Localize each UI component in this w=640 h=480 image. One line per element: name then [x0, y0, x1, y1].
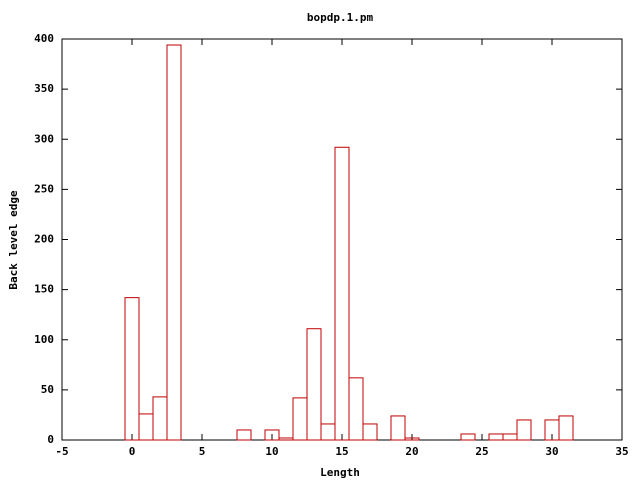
- x-tick-label: -5: [55, 445, 68, 458]
- chart-title: bopdp.1.pm: [307, 11, 374, 24]
- bar: [348, 377, 364, 441]
- bar: [124, 297, 140, 441]
- y-tick-label: 100: [34, 333, 54, 346]
- y-tick-label: 400: [34, 32, 54, 45]
- bar: [264, 429, 280, 441]
- x-tick-label: 35: [615, 445, 628, 458]
- x-tick-label: 0: [129, 445, 136, 458]
- bar: [460, 433, 476, 441]
- y-tick-label: 0: [47, 433, 54, 446]
- x-tick-label: 30: [545, 445, 558, 458]
- bar: [362, 423, 378, 441]
- x-tick-label: 10: [265, 445, 278, 458]
- x-tick-label: 15: [335, 445, 348, 458]
- bar: [306, 328, 322, 441]
- y-tick-label: 250: [34, 182, 54, 195]
- bar: [334, 146, 350, 441]
- y-tick-label: 50: [41, 383, 54, 396]
- y-axis-label: Back level edge: [7, 190, 20, 290]
- y-tick-label: 150: [34, 283, 54, 296]
- bar: [166, 44, 182, 441]
- bar: [516, 419, 532, 441]
- x-tick-label: 25: [475, 445, 488, 458]
- x-axis-label: Length: [320, 466, 360, 479]
- x-tick-label: 20: [405, 445, 418, 458]
- y-tick-label: 300: [34, 132, 54, 145]
- x-tick-label: 5: [199, 445, 206, 458]
- bar: [390, 415, 406, 441]
- y-tick-label: 350: [34, 82, 54, 95]
- bar: [236, 429, 252, 441]
- bar: [404, 437, 420, 441]
- y-tick-label: 200: [34, 233, 54, 246]
- bar: [558, 415, 574, 441]
